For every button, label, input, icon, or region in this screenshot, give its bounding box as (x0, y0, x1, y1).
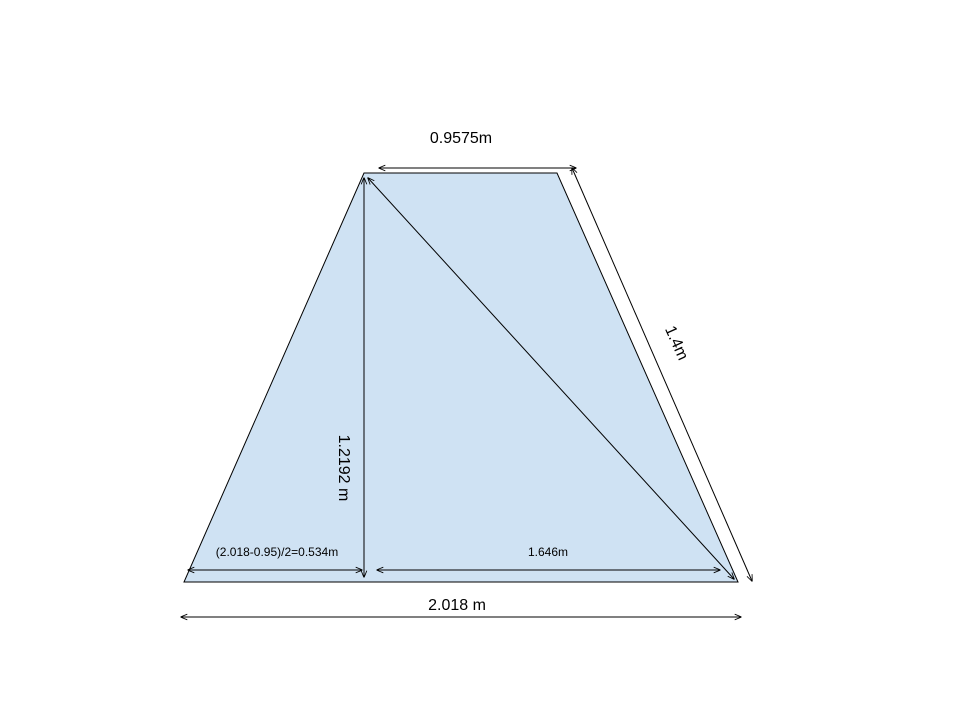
trapezoid-shape (183, 172, 739, 583)
left-offset-label: (2.018-0.95)/2=0.534m (216, 545, 338, 559)
diagonal-arrow (368, 178, 734, 579)
bottom-width-label: 2.018 m (428, 597, 486, 614)
top-width-label: 0.9575m (430, 130, 492, 147)
height-label: 1.2192 m (335, 435, 352, 502)
slant-side-label: 1.4m (661, 323, 691, 362)
right-segment-label: 1.646m (528, 545, 568, 559)
